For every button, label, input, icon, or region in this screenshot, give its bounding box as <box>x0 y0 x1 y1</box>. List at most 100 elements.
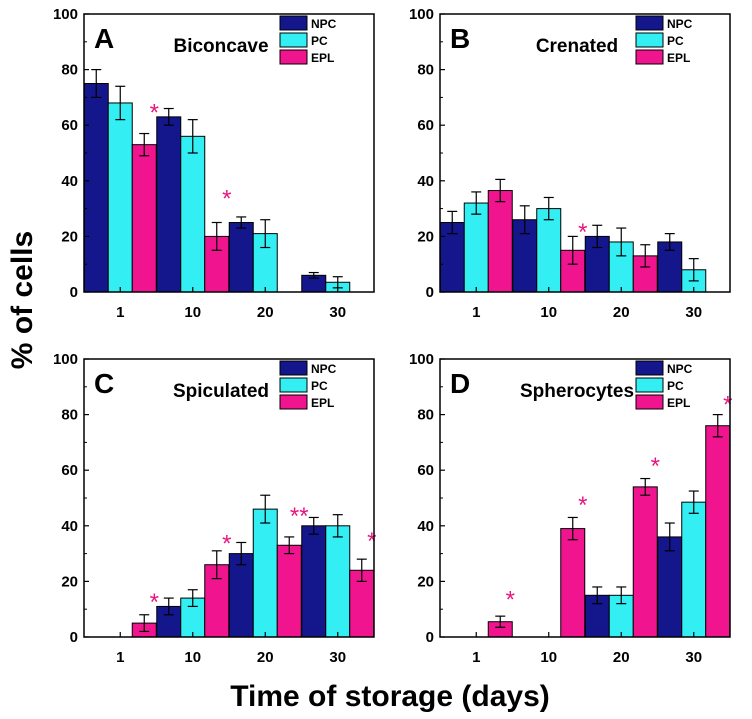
y-tick-label-d-100: 100 <box>409 351 434 368</box>
bar-b-epl-1 <box>487 190 513 293</box>
significance-star-b-0: * <box>578 219 587 246</box>
bar-d-pc-30 <box>681 501 707 638</box>
x-tick-label-d-10: 10 <box>540 649 557 666</box>
y-tick-label-d-40: 40 <box>417 518 434 535</box>
y-tick-label-c-0: 0 <box>70 629 78 646</box>
error-bar-d-epl-20 <box>640 477 651 496</box>
legend-label-a-npc: NPC <box>311 17 337 31</box>
error-bar-b-npc-1 <box>447 210 458 235</box>
error-bar-c-pc-30 <box>332 514 343 538</box>
panel-title-c: Spiculated <box>173 381 269 402</box>
bar-c-pc-20 <box>252 508 278 638</box>
bar-d-epl-30 <box>705 425 731 638</box>
legend-label-d-epl: EPL <box>667 396 690 410</box>
legend-swatch-a-pc <box>279 32 308 48</box>
error-bar-b-npc-20 <box>592 224 603 249</box>
panel-letter-d: D <box>450 368 470 399</box>
significance-star-a-0: * <box>150 100 159 127</box>
y-tick-label-c-60: 60 <box>61 462 78 479</box>
panel-letter-a: A <box>94 23 114 54</box>
y-tick-label-a-60: 60 <box>61 117 78 134</box>
error-bar-b-pc-1 <box>471 191 482 215</box>
y-tick-label-c-100: 100 <box>53 351 78 368</box>
x-tick-label-c-10: 10 <box>184 649 201 666</box>
error-bar-b-npc-30 <box>664 233 675 251</box>
panel-d: * * * * 0 20 40 60 80 100 1 10 20 30 D Spherocytes NPC PC… <box>409 351 732 666</box>
bar-a-npc-1 <box>83 83 109 293</box>
error-bar-a-pc-10 <box>187 119 198 154</box>
error-bar-c-npc-30 <box>308 516 319 535</box>
significance-star-c-2: ** <box>290 503 309 530</box>
x-tick-label-c-30: 30 <box>329 649 346 666</box>
legend-swatch-a-npc <box>279 15 308 31</box>
error-bar-b-pc-30 <box>688 258 699 282</box>
panel-letter-c: C <box>94 368 114 399</box>
y-tick-label-b-20: 20 <box>417 228 434 245</box>
error-bar-b-npc-10 <box>519 205 530 235</box>
y-tick-label-b-0: 0 <box>426 284 434 301</box>
x-tick-label-b-1: 1 <box>472 304 480 321</box>
significance-star-d-3: * <box>723 392 732 419</box>
x-tick-label-d-30: 30 <box>685 649 702 666</box>
y-tick-label-b-60: 60 <box>417 117 434 134</box>
y-tick-label-b-40: 40 <box>417 173 434 190</box>
error-bar-a-epl-10 <box>211 221 222 251</box>
x-tick-label-a-30: 30 <box>329 304 346 321</box>
error-bar-c-epl-30 <box>356 558 367 583</box>
y-tick-label-c-40: 40 <box>61 518 78 535</box>
error-bar-c-pc-10 <box>187 589 198 608</box>
x-tick-label-a-20: 20 <box>257 304 274 321</box>
panel-b: * 0 20 40 60 80 100 1 10 20 30 B Crenated NPC PC EPL <box>409 6 731 321</box>
y-tick-label-a-80: 80 <box>61 62 78 79</box>
error-bar-d-npc-20 <box>592 586 603 605</box>
legend-label-c-pc: PC <box>311 379 328 393</box>
significance-star-c-3: * <box>367 528 376 555</box>
y-tick-label-d-60: 60 <box>417 462 434 479</box>
error-bar-c-pc-20 <box>260 494 271 524</box>
legend-swatch-d-epl <box>635 394 664 410</box>
significance-star-a-1: * <box>222 186 231 213</box>
legend-label-c-npc: NPC <box>311 362 337 376</box>
x-tick-label-c-20: 20 <box>257 649 274 666</box>
error-bar-a-npc-1 <box>91 68 102 99</box>
error-bar-c-epl-10 <box>211 550 222 580</box>
x-axis-label: Time of storage (days) <box>230 680 550 713</box>
error-bar-d-epl-1 <box>495 615 506 628</box>
error-bar-d-epl-30 <box>712 414 723 438</box>
y-tick-label-c-20: 20 <box>61 573 78 590</box>
legend-swatch-d-pc <box>635 377 664 393</box>
error-bar-b-epl-1 <box>495 178 506 203</box>
error-bar-c-epl-20 <box>284 536 295 555</box>
legend-swatch-c-npc <box>279 360 308 376</box>
legend-swatch-b-npc <box>635 15 664 31</box>
error-bar-c-npc-10 <box>163 597 174 616</box>
legend-label-b-pc: PC <box>667 34 684 48</box>
bar-a-pc-1 <box>107 102 133 293</box>
y-tick-label-b-80: 80 <box>417 62 434 79</box>
legend-swatch-a-epl <box>279 49 308 65</box>
y-tick-label-a-0: 0 <box>70 284 78 301</box>
error-bar-c-epl-1 <box>139 614 150 633</box>
y-tick-label-a-40: 40 <box>61 173 78 190</box>
significance-star-c-0: * <box>150 589 159 616</box>
error-bar-c-npc-20 <box>236 541 247 566</box>
panel-a: * * 0 20 40 60 80 100 1 10 20 30 A Biconcave NPC PC EPL <box>53 6 375 321</box>
legend-label-c-epl: EPL <box>311 396 334 410</box>
legend-swatch-c-epl <box>279 394 308 410</box>
panel-letter-b: B <box>450 23 470 54</box>
error-bar-a-pc-1 <box>115 85 126 121</box>
legend-label-b-npc: NPC <box>667 17 693 31</box>
bar-c-npc-20 <box>228 553 254 638</box>
error-bar-a-pc-20 <box>260 219 271 249</box>
bar-c-pc-30 <box>325 525 351 638</box>
y-axis-label: % of cells <box>6 231 39 369</box>
x-tick-label-b-30: 30 <box>685 304 702 321</box>
error-bar-a-npc-20 <box>236 216 247 229</box>
legend-swatch-c-pc <box>279 377 308 393</box>
bar-a-npc-10 <box>156 116 182 293</box>
bar-a-npc-20 <box>228 222 254 293</box>
bar-c-epl-20 <box>276 544 302 638</box>
y-tick-label-c-80: 80 <box>61 407 78 424</box>
